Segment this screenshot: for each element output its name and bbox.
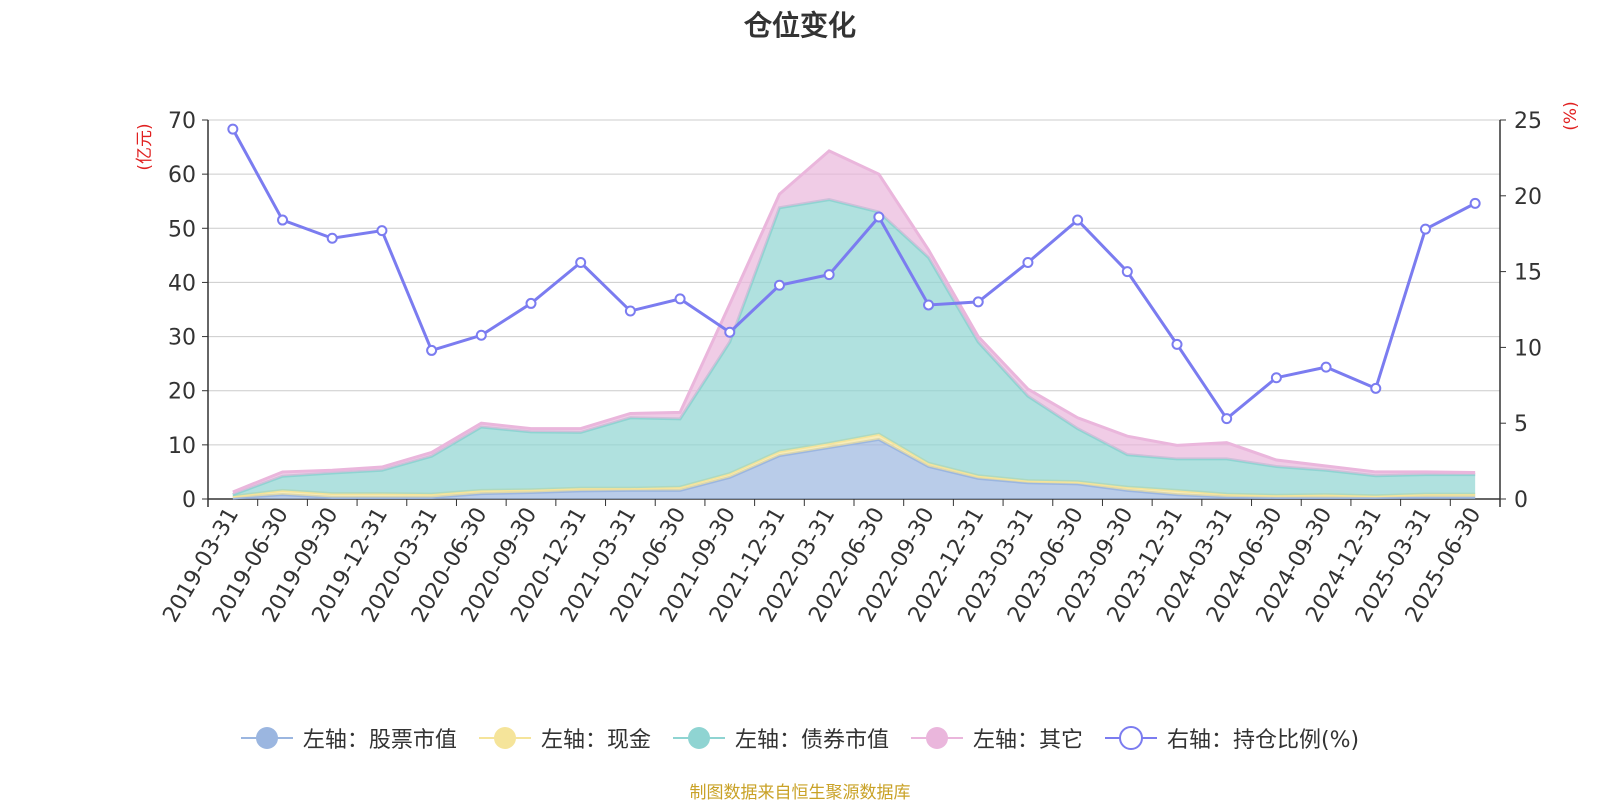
legend-label: 左轴：现金 xyxy=(540,728,651,753)
ratio-point xyxy=(277,214,289,226)
right-tick-label: 0 xyxy=(1514,488,1528,513)
ratio-point xyxy=(1370,382,1382,394)
legend-label: 左轴：其它 xyxy=(972,728,1083,753)
ratio-point xyxy=(1121,266,1133,278)
legend-item[interactable]: 左轴：债券市值 xyxy=(672,722,889,754)
legend-label: 左轴：债券市值 xyxy=(734,728,889,753)
ratio-point xyxy=(624,305,636,317)
legend-swatch-icon xyxy=(240,727,293,749)
legend-label: 左轴：股票市值 xyxy=(302,728,457,753)
ratio-point xyxy=(873,211,885,223)
legend-label: 右轴：持仓比例(%) xyxy=(1166,728,1360,753)
source-note: 制图数据来自恒生聚源数据库 xyxy=(689,783,911,803)
chart-title: 仓位变化 xyxy=(743,9,856,42)
legend-swatch-icon xyxy=(672,727,725,749)
ratio-point xyxy=(475,329,487,341)
ratio-point xyxy=(823,269,835,281)
ratio-point xyxy=(376,225,388,237)
ratio-point xyxy=(1171,338,1183,350)
right-tick-label: 25 xyxy=(1514,109,1542,134)
left-tick-label: 40 xyxy=(168,271,196,296)
right-tick-label: 5 xyxy=(1514,412,1528,437)
legend-swatch-icon xyxy=(910,727,963,749)
left-axis-label: (亿元) xyxy=(135,123,155,170)
left-tick-label: 0 xyxy=(182,488,196,513)
ratio-point xyxy=(1221,413,1233,425)
ratio-point xyxy=(923,299,935,311)
ratio-point xyxy=(724,326,736,338)
ratio-point xyxy=(674,293,686,305)
right-tick-label: 15 xyxy=(1514,261,1542,286)
ratio-point xyxy=(1072,214,1084,226)
legend-item[interactable]: 左轴：其它 xyxy=(910,722,1083,754)
left-tick-label: 30 xyxy=(168,326,196,351)
area-series-0 xyxy=(232,439,1476,499)
legend-swatch-icon xyxy=(1104,726,1157,750)
area-series-2 xyxy=(232,199,1476,497)
right-axis-label: (%) xyxy=(1561,101,1581,130)
legend-item[interactable]: 左轴：现金 xyxy=(478,722,651,754)
ratio-point xyxy=(1022,257,1034,269)
ratio-point xyxy=(972,296,984,308)
ratio-point xyxy=(326,232,338,244)
ratio-point xyxy=(1469,197,1481,209)
ratio-point xyxy=(1320,361,1332,373)
ratio-point xyxy=(525,297,537,309)
left-tick-label: 60 xyxy=(168,163,196,188)
left-tick-label: 70 xyxy=(168,109,196,134)
left-tick-label: 50 xyxy=(168,217,196,242)
ratio-point xyxy=(575,257,587,269)
legend-item[interactable]: 左轴：股票市值 xyxy=(240,722,457,754)
area-series-edge-3 xyxy=(232,149,1476,494)
right-tick-label: 10 xyxy=(1514,336,1542,361)
ratio-line xyxy=(231,128,1476,421)
left-tick-label: 20 xyxy=(168,380,196,405)
ratio-point xyxy=(773,279,785,291)
legend-item[interactable]: 右轴：持仓比例(%) xyxy=(1104,722,1360,754)
ratio-point xyxy=(227,123,239,135)
legend-swatch-icon xyxy=(478,727,531,749)
ratio-point xyxy=(1419,223,1431,235)
left-tick-label: 10 xyxy=(168,434,196,459)
ratio-point xyxy=(426,344,438,356)
ratio-point xyxy=(1270,372,1282,384)
right-tick-label: 20 xyxy=(1514,185,1542,210)
chart-legend: 左轴：股票市值 左轴：现金 左轴：债券市值 左轴：其它 右轴：持仓比例(%) xyxy=(0,722,1600,754)
